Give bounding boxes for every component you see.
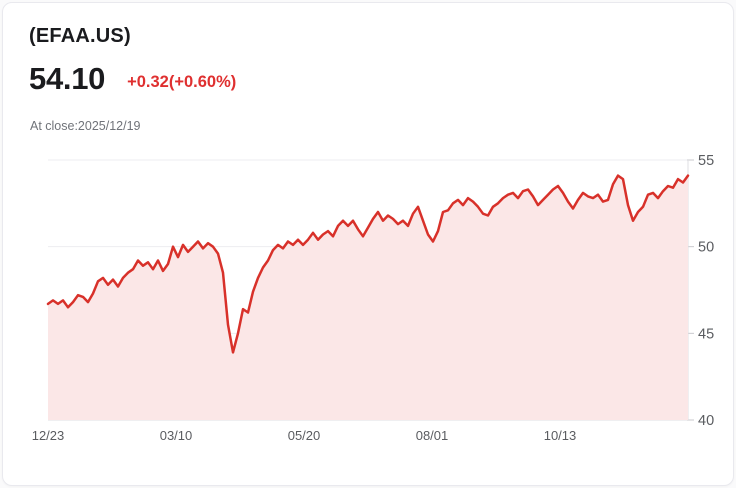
price-row: 54.10 +0.32(+0.60%) xyxy=(29,61,236,97)
x-axis-label: 12/23 xyxy=(32,428,65,443)
x-axis-label: 03/10 xyxy=(160,428,193,443)
x-axis-label: 05/20 xyxy=(288,428,321,443)
stock-symbol: (EFAA.US) xyxy=(29,25,131,47)
x-axis-label: 10/13 xyxy=(544,428,577,443)
close-date-label: At close:2025/12/19 xyxy=(30,119,141,133)
price-chart: 55 50 45 40 12/23 03/10 05/20 08/01 10/13 xyxy=(32,153,714,443)
price-line xyxy=(46,174,690,354)
y-axis-label: 40 xyxy=(698,413,714,429)
y-axis-label: 50 xyxy=(698,240,714,256)
area-fill xyxy=(48,175,688,420)
x-axis-label: 08/01 xyxy=(416,428,449,443)
y-axis-label: 55 xyxy=(698,153,714,169)
y-axis-label: 45 xyxy=(698,326,714,342)
last-price: 54.10 xyxy=(29,61,106,96)
price-change: +0.32(+0.60%) xyxy=(127,73,237,91)
